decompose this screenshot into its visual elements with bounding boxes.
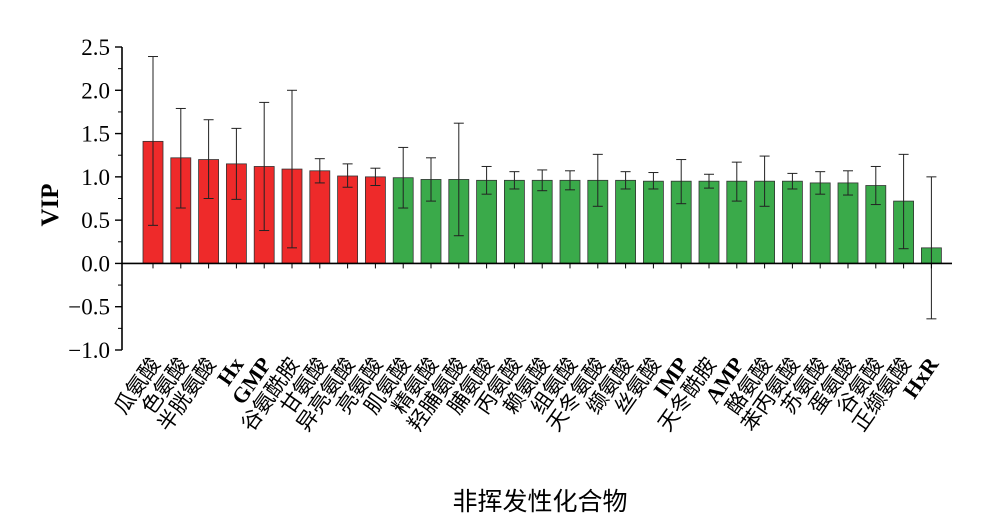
bar-16: [559, 179, 581, 264]
errorbar-23: [759, 155, 770, 207]
y-tick-label-2: 1.5: [81, 122, 110, 147]
errorbar-1: [148, 56, 158, 226]
bar-24: [782, 180, 803, 264]
bar-8: [337, 175, 359, 264]
errorbar-4: [231, 127, 242, 200]
errorbar-12: [453, 122, 464, 237]
errorbar-17: [592, 153, 603, 207]
errorbar-24: [787, 172, 798, 190]
bar-25: [809, 182, 831, 264]
errorbar-15: [537, 169, 548, 192]
bar-9: [364, 176, 386, 264]
errorbar-27: [870, 165, 881, 206]
errorbar-10: [398, 146, 409, 209]
errorbar-8: [342, 163, 353, 188]
bar-18: [615, 179, 636, 264]
errorbar-5: [259, 101, 270, 232]
errorbar-3: [203, 119, 214, 199]
bar-7: [309, 170, 331, 264]
errorbar-7: [314, 158, 325, 184]
bar-14: [503, 179, 525, 264]
bars-layer: [142, 140, 942, 264]
y-tick-label-3: 1.0: [81, 165, 110, 190]
bar-21: [698, 180, 720, 264]
x-axis-title: 非挥发性化合物: [452, 487, 627, 516]
y-tick-label-1: 2.0: [81, 78, 110, 103]
errorbar-20: [676, 159, 687, 205]
errorbar-26: [843, 170, 853, 196]
errorbar-16: [565, 170, 575, 191]
errorbar-25: [815, 171, 826, 195]
errorbar-9: [370, 167, 381, 187]
errorbar-2: [175, 107, 186, 209]
y-tick-labels: 2.5 2.0 1.5 1.0 0.5 0.0 −0.5 −1.0: [68, 35, 110, 363]
y-axis-title: VIP: [37, 183, 64, 226]
y-tick-label-6: −0.5: [68, 295, 110, 320]
errorbar-19: [648, 172, 659, 190]
bar-19: [643, 180, 664, 264]
axes-layer: [115, 46, 952, 351]
y-tick-label-4: 0.5: [81, 208, 110, 233]
bar-15: [531, 179, 553, 264]
errorbar-13: [481, 165, 492, 195]
errorbar-21: [704, 173, 714, 189]
errorbar-18: [620, 171, 631, 190]
errorbar-28: [898, 153, 909, 250]
errorbar-14: [509, 171, 520, 190]
errorbars-layer: [148, 56, 937, 320]
errorbar-22: [731, 161, 742, 202]
y-tick-label-5: 0.0: [81, 251, 110, 276]
errorbar-6: [287, 89, 297, 249]
errorbar-29: [926, 176, 937, 320]
y-tick-label-0: 2.5: [81, 35, 110, 60]
x-category-labels: 瓜氨酸色氨酸半胱氨酸HxGMP谷氨酰胺甘氨酸异亮氨酸亮氨酸肌氨酸精氨酸羟脯氨酸脯…: [109, 352, 944, 436]
errorbar-11: [426, 157, 436, 202]
y-tick-label-7: −1.0: [68, 338, 110, 363]
